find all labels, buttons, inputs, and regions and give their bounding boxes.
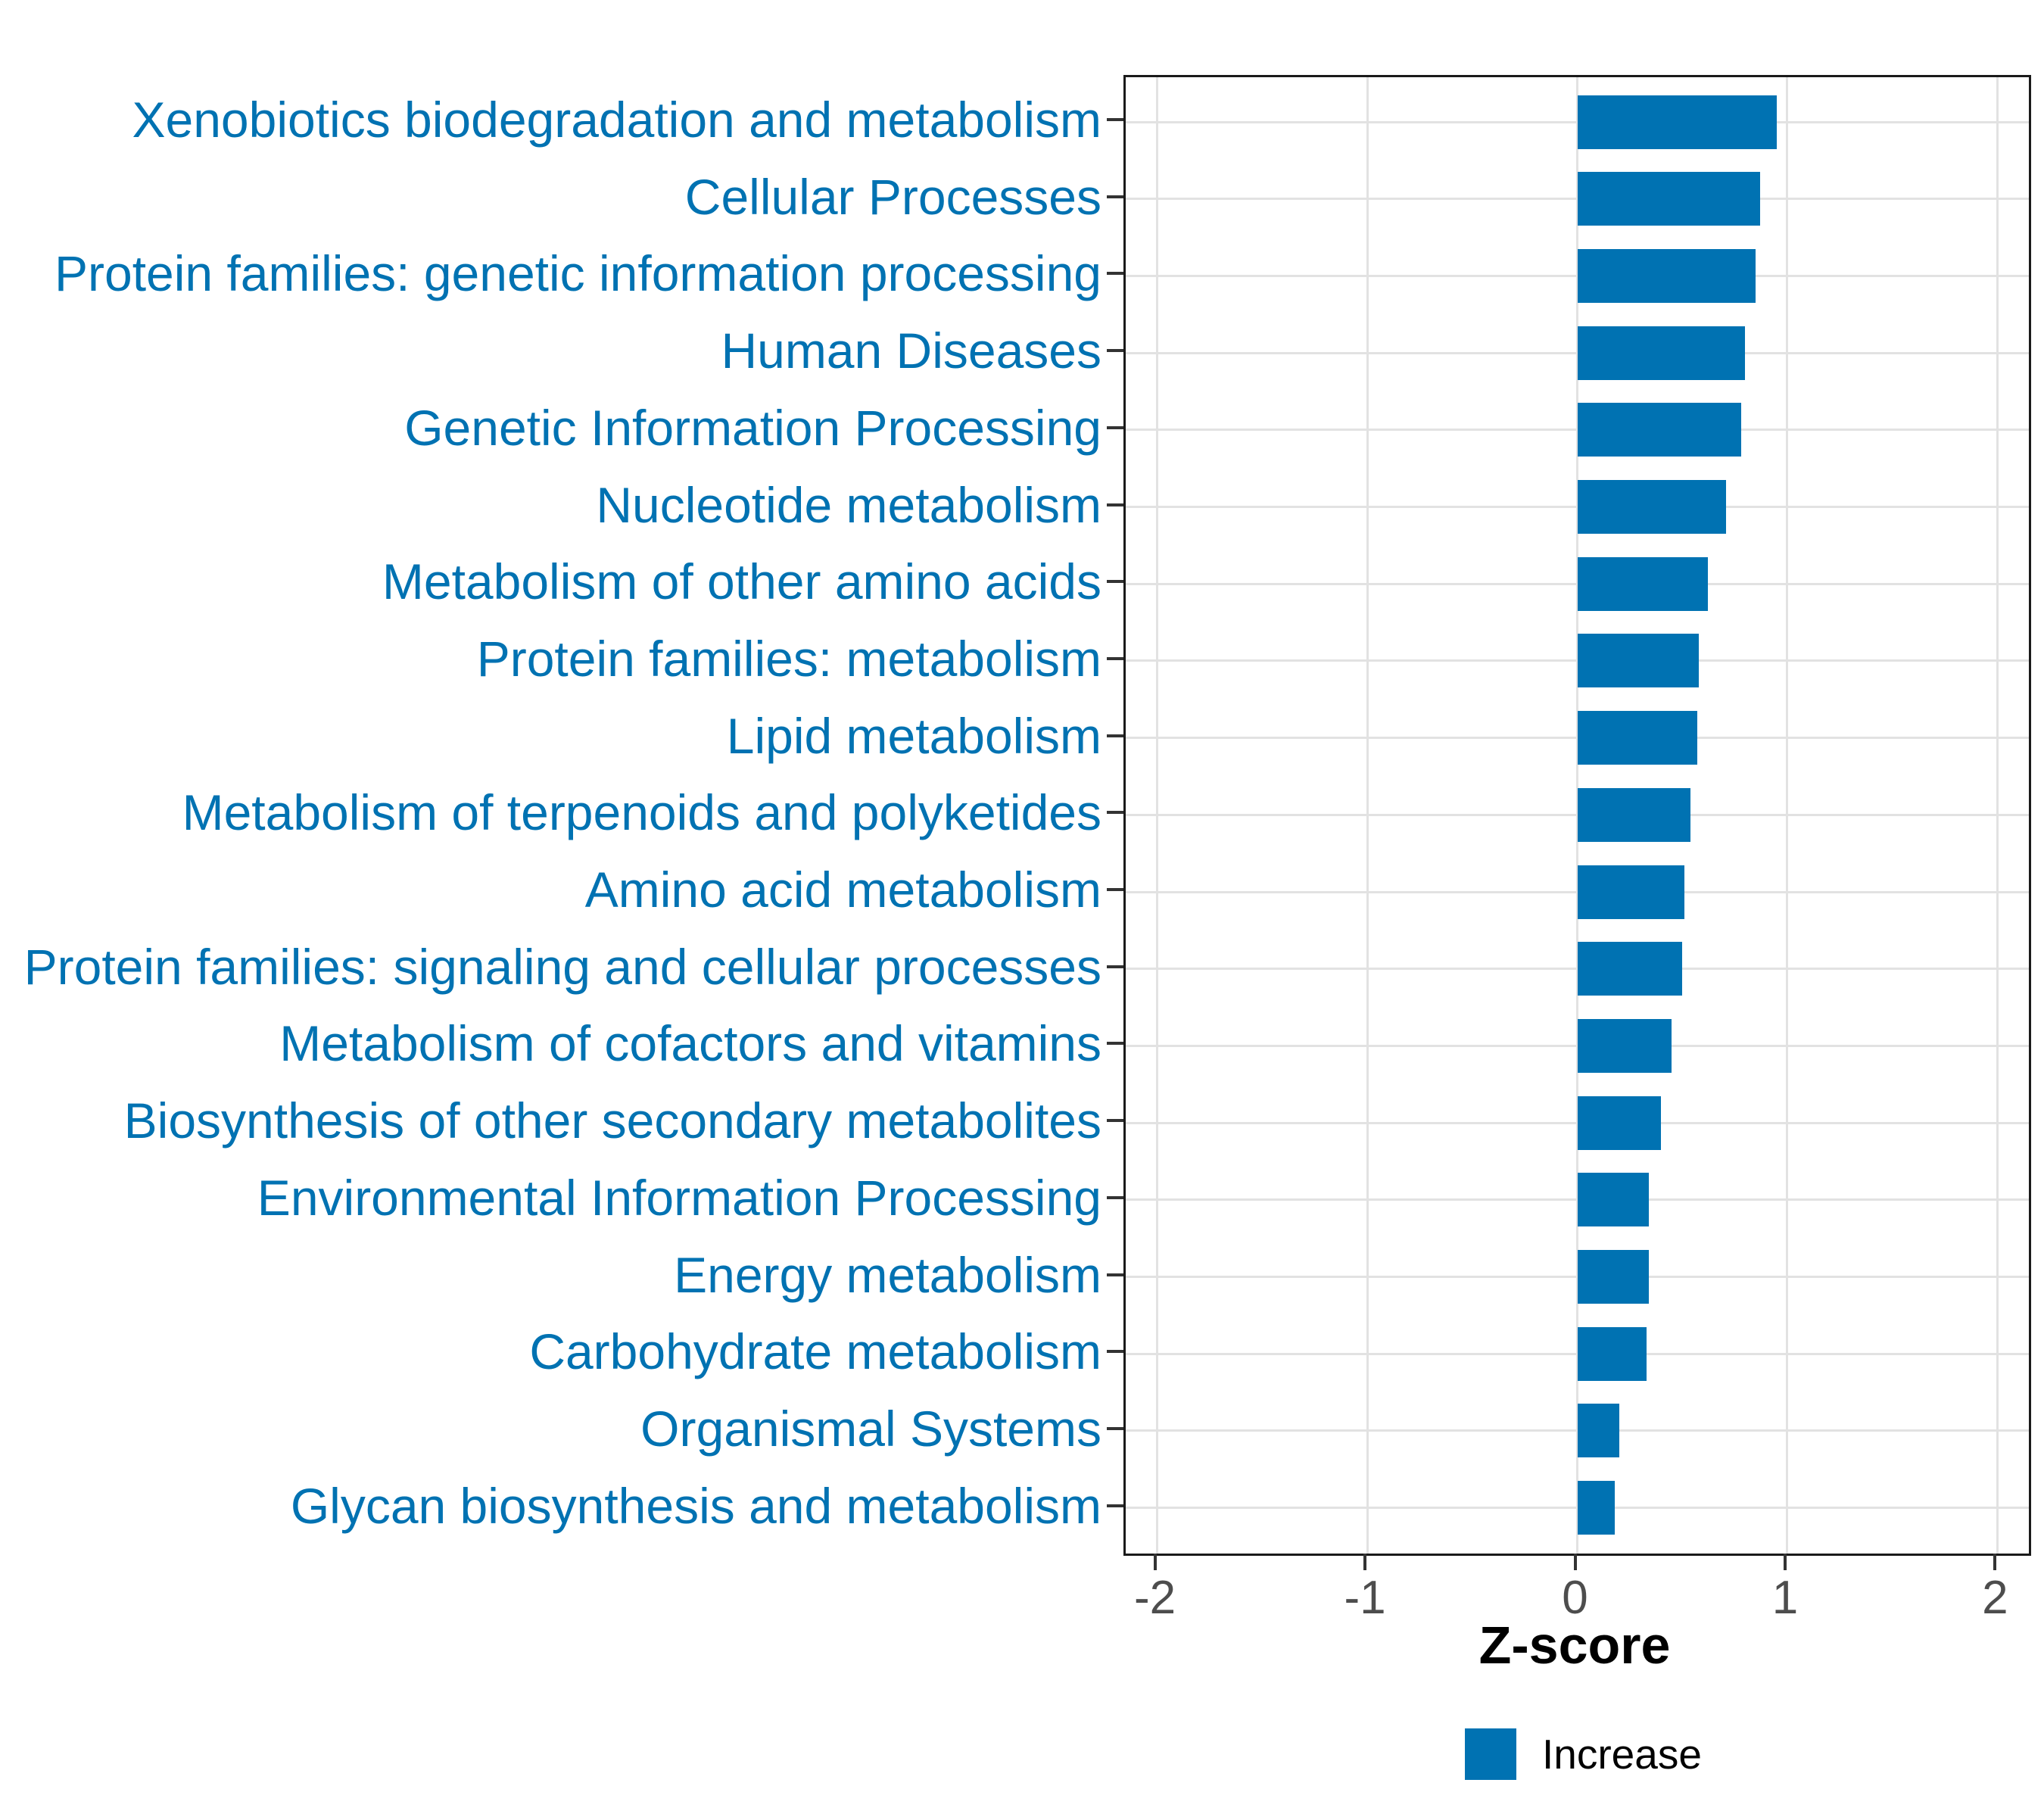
y-axis-tick xyxy=(1107,1195,1123,1199)
x-axis-tick xyxy=(1993,1554,1997,1570)
category-label: Metabolism of terpenoids and polyketides xyxy=(182,784,1101,841)
x-tick-label: 2 xyxy=(1982,1572,2008,1624)
bar xyxy=(1577,865,1684,919)
y-axis-tick xyxy=(1107,118,1123,121)
y-axis-tick xyxy=(1107,580,1123,584)
category-label: Environmental Information Processing xyxy=(257,1169,1101,1226)
x-tick-label: -2 xyxy=(1134,1572,1176,1624)
y-axis-tick xyxy=(1107,272,1123,276)
category-label: Protein families: metabolism xyxy=(476,630,1101,687)
y-axis-tick xyxy=(1107,503,1123,506)
bar xyxy=(1577,1018,1672,1073)
y-axis-tick xyxy=(1107,734,1123,737)
y-axis-tick xyxy=(1107,1426,1123,1430)
x-tick-label: 1 xyxy=(1771,1572,1799,1624)
y-axis-tick xyxy=(1107,965,1123,968)
legend: Increase xyxy=(1465,1728,1702,1780)
plot-panel xyxy=(1123,75,2031,1556)
category-label: Organismal Systems xyxy=(640,1400,1101,1457)
bar xyxy=(1577,172,1760,226)
category-label: Glycan biosynthesis and metabolism xyxy=(290,1477,1101,1534)
y-axis-tick xyxy=(1107,656,1123,660)
y-axis-tick xyxy=(1107,195,1123,198)
bar xyxy=(1577,95,1778,149)
category-label: Protein families: genetic information pr… xyxy=(54,245,1101,302)
bar xyxy=(1577,1481,1616,1535)
y-axis-tick xyxy=(1107,1504,1123,1507)
category-label: Metabolism of cofactors and vitamins xyxy=(279,1015,1101,1072)
bar xyxy=(1577,711,1697,765)
y-axis-tick xyxy=(1107,1273,1123,1276)
x-axis-tick xyxy=(1363,1554,1367,1570)
y-axis-tick xyxy=(1107,1119,1123,1123)
category-label: Lipid metabolism xyxy=(726,707,1101,764)
bar xyxy=(1577,403,1741,457)
x-axis-tick xyxy=(1783,1554,1787,1570)
y-axis-tick xyxy=(1107,811,1123,815)
category-label: Biosynthesis of other secondary metaboli… xyxy=(123,1092,1101,1149)
category-label: Energy metabolism xyxy=(674,1246,1101,1303)
bar xyxy=(1577,556,1708,611)
legend-swatch-increase xyxy=(1465,1728,1516,1780)
y-axis-tick xyxy=(1107,1350,1123,1354)
bar xyxy=(1577,787,1691,842)
bar xyxy=(1577,326,1746,380)
bar xyxy=(1577,634,1700,688)
category-label: Nucleotide metabolism xyxy=(596,476,1101,533)
bar xyxy=(1577,1250,1649,1304)
x-axis-tick xyxy=(1153,1554,1157,1570)
x-axis-tick xyxy=(1573,1554,1577,1570)
bar xyxy=(1577,1095,1662,1150)
bar xyxy=(1577,1173,1649,1227)
bar xyxy=(1577,480,1727,534)
y-axis-tick xyxy=(1107,349,1123,353)
category-label: Genetic Information Processing xyxy=(404,399,1101,456)
y-axis-tick xyxy=(1107,888,1123,891)
y-axis-tick xyxy=(1107,425,1123,429)
category-label: Amino acid metabolism xyxy=(584,862,1101,918)
x-tick-label: 0 xyxy=(1562,1572,1588,1624)
category-label: Protein families: signaling and cellular… xyxy=(23,938,1101,995)
legend-label: Increase xyxy=(1542,1730,1702,1778)
category-label: Xenobiotics biodegradation and metabolis… xyxy=(132,92,1102,148)
bar xyxy=(1577,1326,1647,1381)
x-tick-label: -1 xyxy=(1344,1572,1386,1624)
category-label: Metabolism of other amino acids xyxy=(382,553,1101,610)
y-axis-tick xyxy=(1107,1042,1123,1046)
bar xyxy=(1577,1404,1619,1458)
bar xyxy=(1577,942,1683,996)
category-label: Cellular Processes xyxy=(684,168,1101,225)
bar xyxy=(1577,248,1756,303)
x-axis-title: Z-score xyxy=(1478,1616,1671,1675)
category-label: Carbohydrate metabolism xyxy=(529,1323,1101,1380)
category-label: Human Diseases xyxy=(721,323,1101,379)
